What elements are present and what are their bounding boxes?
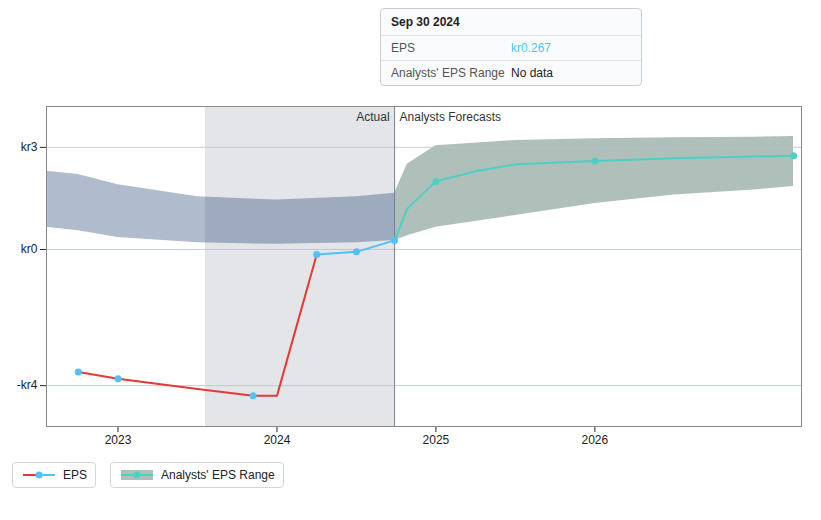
html-text:EPS: EPS — [391, 41, 415, 55]
html-text:kr0.267: kr0.267 — [511, 41, 551, 55]
html-text:No data: No data — [511, 66, 553, 80]
html-text:Analysts' EPS Range: Analysts' EPS Range — [391, 66, 505, 80]
html-text:Analysts' EPS Range: Analysts' EPS Range — [161, 468, 275, 482]
svg-text:Analysts Forecasts: Analysts Forecasts — [400, 110, 501, 124]
svg-text:2026: 2026 — [582, 433, 609, 447]
svg-text:kr0: kr0 — [21, 242, 38, 256]
html-text:Sep 30 2024: Sep 30 2024 — [391, 15, 460, 29]
svg-text:kr3: kr3 — [21, 140, 38, 154]
html-text:EPS: EPS — [63, 468, 87, 482]
svg-text:2025: 2025 — [423, 433, 450, 447]
svg-text:-kr4: -kr4 — [17, 378, 38, 392]
svg-text:2023: 2023 — [105, 433, 132, 447]
svg-text:2024: 2024 — [264, 433, 291, 447]
svg-text:Actual: Actual — [356, 110, 389, 124]
